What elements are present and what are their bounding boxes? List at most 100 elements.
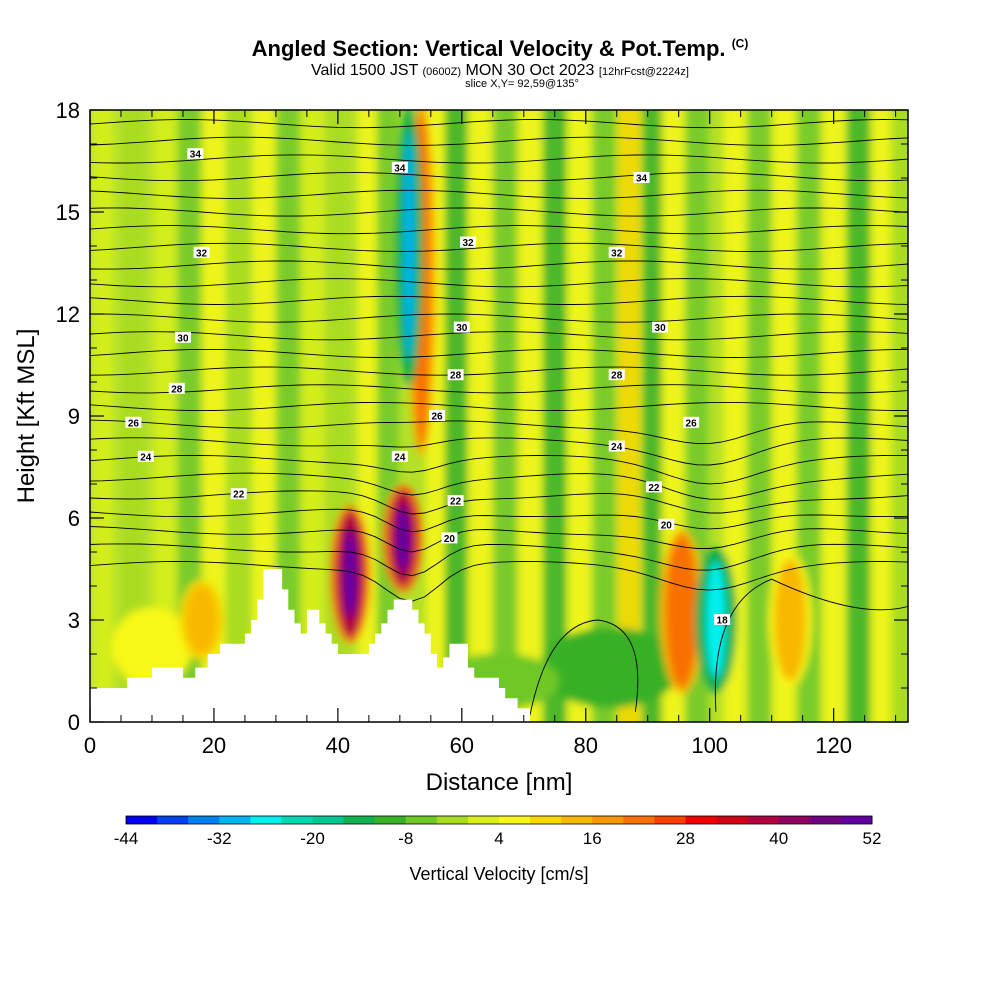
colorbar-tick-label: -20 bbox=[300, 829, 325, 848]
contour-label: 32 bbox=[462, 238, 474, 249]
colorbar-swatch bbox=[530, 816, 562, 824]
colorbar-tick-label: 4 bbox=[494, 829, 503, 848]
colorbar-tick-label: 28 bbox=[676, 829, 695, 848]
colorbar-swatch bbox=[716, 816, 749, 824]
colorbar-swatch bbox=[840, 816, 873, 824]
contour-label-bg bbox=[714, 614, 731, 625]
colorbar-tick-label: -32 bbox=[207, 829, 232, 848]
colorbar-swatch bbox=[281, 816, 313, 824]
downdraft-region bbox=[540, 627, 681, 708]
colorbar-swatch bbox=[654, 816, 686, 824]
x-tick-label: 80 bbox=[574, 733, 598, 758]
plot-area: 34 34 34 32 32 32 30 30 30 28 28 28 26 26 26 24 24 24 22 22… bbox=[90, 110, 908, 722]
colorbar-swatch bbox=[250, 816, 282, 824]
theta-contour bbox=[90, 526, 908, 553]
velocity-band bbox=[444, 110, 467, 722]
contour-label: 34 bbox=[190, 150, 202, 161]
valid-time: Valid 1500 JST bbox=[311, 62, 419, 79]
slice-info: slice X,Y= 92,59@135° bbox=[465, 78, 579, 90]
colorbar-tick-label: 52 bbox=[863, 829, 882, 848]
theta-contour bbox=[90, 561, 908, 602]
contour-label-bg bbox=[174, 331, 191, 343]
contour-label-bg bbox=[441, 532, 458, 544]
x-tick-label: 100 bbox=[691, 733, 728, 758]
velocity-band bbox=[872, 110, 895, 722]
contour-label: 34 bbox=[394, 163, 406, 174]
contour-label: 28 bbox=[171, 384, 183, 395]
colorbar-swatch bbox=[312, 816, 345, 824]
contour-label-bg bbox=[391, 450, 408, 462]
colorbar-swatch bbox=[467, 816, 500, 824]
contour-label-bg bbox=[460, 236, 477, 248]
contour-label: 22 bbox=[233, 490, 245, 501]
velocity-band bbox=[227, 110, 250, 722]
velocity-field bbox=[91, 110, 908, 722]
contour-label-bg bbox=[168, 382, 185, 394]
y-tick-label: 0 bbox=[68, 710, 80, 735]
contour-label-bg bbox=[125, 416, 142, 428]
theta-contour bbox=[90, 543, 908, 577]
theta-contours: 34 34 34 32 32 32 30 30 30 28 28 28 26 26 26 24 24 24 22 22… bbox=[90, 119, 908, 716]
y-axis-label: Height [Kft MSL] bbox=[13, 329, 40, 504]
axes: 0 20 40 60 80 100 120 0 3 6 9 12 15 18 bbox=[56, 98, 908, 758]
colorbar-swatch bbox=[809, 816, 842, 824]
theta-contour bbox=[714, 578, 908, 712]
theta-contour bbox=[90, 278, 908, 288]
theta-contour bbox=[90, 437, 908, 466]
y-tick-label: 15 bbox=[56, 200, 80, 225]
theta-contour bbox=[90, 260, 908, 270]
contour-label: 22 bbox=[450, 497, 462, 508]
velocity-band bbox=[469, 110, 492, 722]
contour-label: 28 bbox=[450, 371, 462, 382]
colorbar-swatch bbox=[374, 816, 407, 824]
velocity-band bbox=[748, 110, 771, 722]
colorbar-swatch bbox=[778, 816, 811, 824]
y-tick-label: 6 bbox=[68, 506, 80, 531]
y-tick-label: 18 bbox=[56, 98, 80, 123]
updraft-core bbox=[185, 586, 218, 654]
contour-label: 18 bbox=[717, 616, 729, 627]
theta-contour bbox=[529, 619, 639, 716]
contour-label: 26 bbox=[128, 418, 140, 429]
contour-label-bg bbox=[645, 481, 662, 493]
colorbar-swatch bbox=[592, 816, 624, 824]
theta-contour bbox=[90, 295, 908, 305]
x-tick-label: 20 bbox=[202, 733, 226, 758]
forecast-run: [12hrFcst@2224z] bbox=[598, 66, 689, 78]
colorbar-swatch bbox=[343, 816, 376, 824]
contour-label: 22 bbox=[648, 483, 660, 494]
colorbar-tick-label: -44 bbox=[114, 829, 139, 848]
contour-label: 20 bbox=[444, 534, 456, 545]
colorbar-tick-label: 16 bbox=[583, 829, 602, 848]
y-tick-label: 9 bbox=[68, 404, 80, 429]
copyright-mark: (C) bbox=[731, 36, 749, 51]
contour-label-bg bbox=[608, 246, 625, 258]
contour-label: 32 bbox=[196, 248, 208, 259]
contour-label-bg bbox=[633, 172, 650, 183]
theta-contour bbox=[90, 136, 908, 146]
chart-title: Angled Section: Vertical Velocity & Pot.… bbox=[0, 36, 1000, 62]
updraft-core bbox=[665, 535, 698, 688]
theta-contour bbox=[90, 401, 908, 412]
theta-contour bbox=[90, 419, 908, 445]
velocity-band bbox=[847, 110, 870, 722]
updraft-core-peak bbox=[395, 505, 410, 572]
theta-contour bbox=[90, 331, 908, 341]
theta-contour bbox=[90, 490, 908, 515]
colorbar-swatch bbox=[685, 816, 718, 824]
valid-utc: (0600Z) bbox=[422, 66, 462, 78]
x-tick-label: 120 bbox=[815, 733, 852, 758]
contour-label: 24 bbox=[140, 452, 152, 463]
contour-label: 30 bbox=[177, 333, 189, 344]
contour-label-bg bbox=[608, 369, 625, 381]
contour-label-bg bbox=[447, 369, 464, 381]
x-tick-label: 60 bbox=[450, 733, 474, 758]
downdraft-core bbox=[403, 130, 415, 362]
contour-label: 30 bbox=[655, 323, 667, 334]
theta-contour bbox=[90, 154, 908, 164]
contour-label-bg bbox=[447, 495, 464, 506]
contour-label-bg bbox=[652, 321, 669, 333]
colorbar-title: Vertical Velocity [cm/s] bbox=[409, 864, 588, 884]
colorbar: -44 -32 -20 -8 4 16 28 40 52 bbox=[114, 815, 882, 848]
contour-label-bg bbox=[453, 321, 470, 333]
